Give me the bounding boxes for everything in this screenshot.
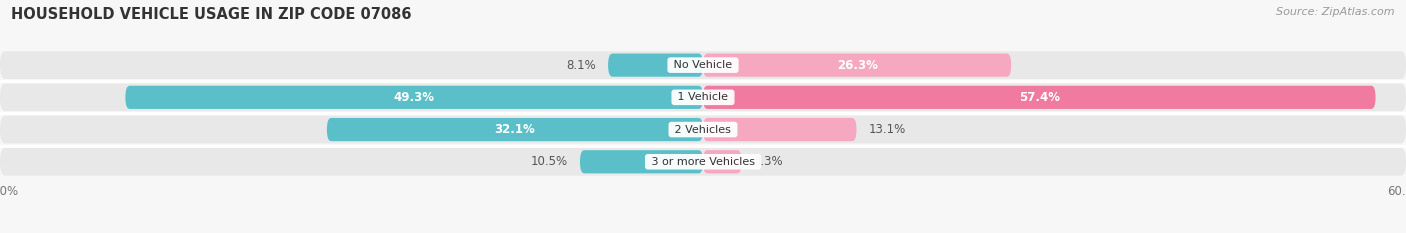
Text: 3.3%: 3.3% [754,155,783,168]
Text: 32.1%: 32.1% [495,123,536,136]
Text: Source: ZipAtlas.com: Source: ZipAtlas.com [1277,7,1395,17]
FancyBboxPatch shape [581,150,703,173]
Text: 2 Vehicles: 2 Vehicles [671,125,735,134]
Text: 3 or more Vehicles: 3 or more Vehicles [648,157,758,167]
Text: 8.1%: 8.1% [567,59,596,72]
FancyBboxPatch shape [609,54,703,77]
Text: No Vehicle: No Vehicle [671,60,735,70]
FancyBboxPatch shape [0,51,1406,79]
FancyBboxPatch shape [0,83,1406,111]
Text: 10.5%: 10.5% [531,155,568,168]
FancyBboxPatch shape [125,86,703,109]
Text: 13.1%: 13.1% [868,123,905,136]
FancyBboxPatch shape [703,150,742,173]
FancyBboxPatch shape [326,118,703,141]
Text: 57.4%: 57.4% [1019,91,1060,104]
Text: HOUSEHOLD VEHICLE USAGE IN ZIP CODE 07086: HOUSEHOLD VEHICLE USAGE IN ZIP CODE 0708… [11,7,412,22]
FancyBboxPatch shape [0,116,1406,143]
FancyBboxPatch shape [703,54,1011,77]
FancyBboxPatch shape [0,148,1406,176]
FancyBboxPatch shape [703,118,856,141]
Text: 49.3%: 49.3% [394,91,434,104]
FancyBboxPatch shape [703,86,1375,109]
Text: 1 Vehicle: 1 Vehicle [675,92,731,102]
Text: 26.3%: 26.3% [837,59,877,72]
